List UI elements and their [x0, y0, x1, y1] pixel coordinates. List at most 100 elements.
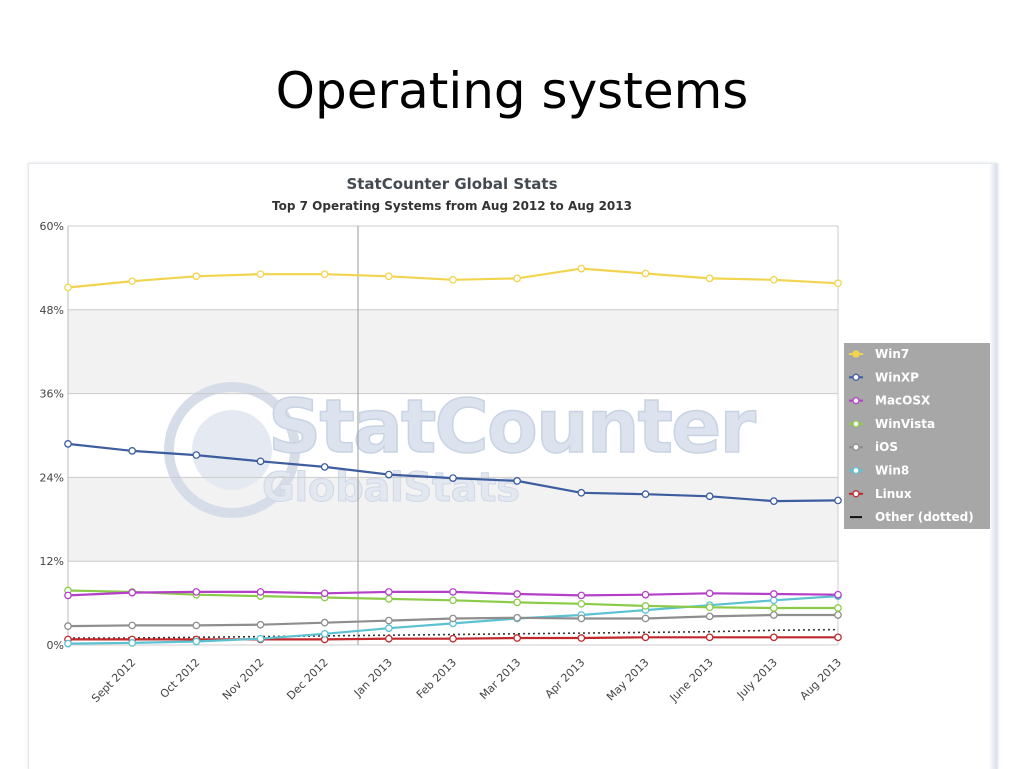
data-point[interactable]: [320, 270, 329, 279]
data-point[interactable]: [192, 588, 201, 596]
legend-item-winxp[interactable]: WinXP: [849, 370, 919, 384]
legend-item-winvista[interactable]: WinVista: [849, 417, 935, 431]
x-tick-label: July 2013: [734, 656, 780, 702]
legend-item-macosx[interactable]: MacOSX: [849, 394, 931, 408]
data-point[interactable]: [641, 269, 650, 278]
data-point[interactable]: [256, 457, 265, 466]
x-tick-label: Apr 2013: [543, 656, 588, 701]
data-point[interactable]: [449, 614, 457, 623]
data-point[interactable]: [577, 614, 586, 623]
data-point[interactable]: [705, 274, 714, 283]
data-point[interactable]: [449, 474, 457, 482]
data-point[interactable]: [705, 633, 714, 642]
y-tick-label: 24%: [40, 471, 64, 484]
legend-item-win8[interactable]: Win8: [849, 464, 909, 478]
data-point[interactable]: [513, 613, 522, 622]
data-point[interactable]: [834, 279, 842, 288]
data-point[interactable]: [705, 589, 714, 598]
legend-item-ios[interactable]: iOS: [849, 440, 898, 454]
legend-marker-dot: [852, 490, 860, 498]
data-point[interactable]: [513, 274, 522, 283]
data-point[interactable]: [834, 590, 842, 599]
data-point[interactable]: [128, 277, 137, 286]
data-point[interactable]: [128, 621, 137, 630]
data-point[interactable]: [256, 588, 265, 596]
data-point[interactable]: [192, 451, 201, 459]
data-point[interactable]: [769, 596, 778, 605]
data-point[interactable]: [256, 620, 265, 629]
data-point[interactable]: [769, 611, 778, 619]
x-tick-label: Nov 2012: [220, 656, 267, 703]
data-point[interactable]: [577, 488, 586, 497]
x-tick-label: Sept 2012: [89, 656, 138, 705]
data-point[interactable]: [705, 492, 714, 501]
data-point[interactable]: [192, 272, 201, 281]
legend-item-win7[interactable]: Win7: [849, 347, 909, 361]
data-point[interactable]: [384, 588, 393, 596]
data-point[interactable]: [834, 611, 842, 619]
data-point[interactable]: [513, 634, 522, 642]
data-point[interactable]: [320, 618, 329, 627]
data-point[interactable]: [256, 270, 265, 279]
data-point[interactable]: [834, 633, 842, 642]
data-point[interactable]: [320, 463, 329, 471]
data-point[interactable]: [384, 616, 393, 625]
legend-item-linux[interactable]: Linux: [849, 487, 912, 501]
data-point[interactable]: [577, 634, 586, 642]
data-point[interactable]: [64, 622, 72, 630]
data-point[interactable]: [641, 614, 650, 623]
legend-marker-dot: [852, 396, 860, 405]
chart-legend[interactable]: Win7 WinXP MacOSX WinVista iOS Win8 Linux Other…: [844, 343, 990, 529]
data-point[interactable]: [256, 634, 265, 643]
data-point[interactable]: [449, 588, 457, 596]
data-point[interactable]: [64, 283, 72, 292]
data-point[interactable]: [64, 440, 72, 448]
data-point[interactable]: [641, 602, 650, 610]
data-point[interactable]: [449, 634, 457, 643]
data-point[interactable]: [641, 590, 650, 599]
data-point[interactable]: [128, 588, 137, 597]
data-point[interactable]: [641, 633, 650, 642]
legend-marker-dot: [852, 373, 860, 381]
data-point[interactable]: [705, 612, 714, 621]
data-point[interactable]: [384, 595, 393, 603]
data-point[interactable]: [577, 264, 586, 273]
data-point[interactable]: [192, 621, 201, 630]
data-point[interactable]: [577, 591, 586, 600]
legend-marker-dot: [852, 443, 860, 451]
data-point[interactable]: [834, 604, 842, 612]
data-point[interactable]: [577, 599, 586, 608]
data-point[interactable]: [641, 490, 650, 499]
data-point[interactable]: [769, 590, 778, 598]
legend-label: MacOSX: [875, 394, 931, 408]
data-point[interactable]: [769, 633, 778, 642]
data-point[interactable]: [449, 275, 457, 284]
data-point[interactable]: [449, 596, 457, 605]
data-point[interactable]: [128, 639, 137, 647]
data-point[interactable]: [384, 634, 393, 643]
data-point[interactable]: [705, 603, 714, 612]
data-point[interactable]: [192, 637, 201, 646]
data-point[interactable]: [128, 447, 137, 455]
legend-label: WinXP: [875, 370, 919, 384]
x-tick-label: Aug 2013: [797, 656, 844, 703]
data-point[interactable]: [513, 477, 522, 485]
data-point[interactable]: [384, 470, 393, 479]
data-point[interactable]: [64, 591, 72, 600]
x-tick-label: Feb 2013: [414, 656, 459, 701]
data-point[interactable]: [320, 629, 329, 638]
data-point[interactable]: [513, 598, 522, 607]
y-tick-label: 0%: [47, 639, 64, 652]
data-point[interactable]: [513, 590, 522, 598]
data-point[interactable]: [769, 497, 778, 505]
data-point[interactable]: [320, 589, 329, 598]
data-point[interactable]: [384, 272, 393, 281]
legend-marker-dot: [852, 420, 860, 428]
data-point[interactable]: [834, 496, 842, 505]
data-point[interactable]: [384, 624, 393, 633]
data-point[interactable]: [769, 275, 778, 284]
legend-item-other-dotted-[interactable]: Other (dotted): [850, 510, 974, 524]
data-point[interactable]: [769, 604, 778, 612]
series-winxp: [64, 440, 842, 505]
data-point[interactable]: [64, 639, 72, 648]
